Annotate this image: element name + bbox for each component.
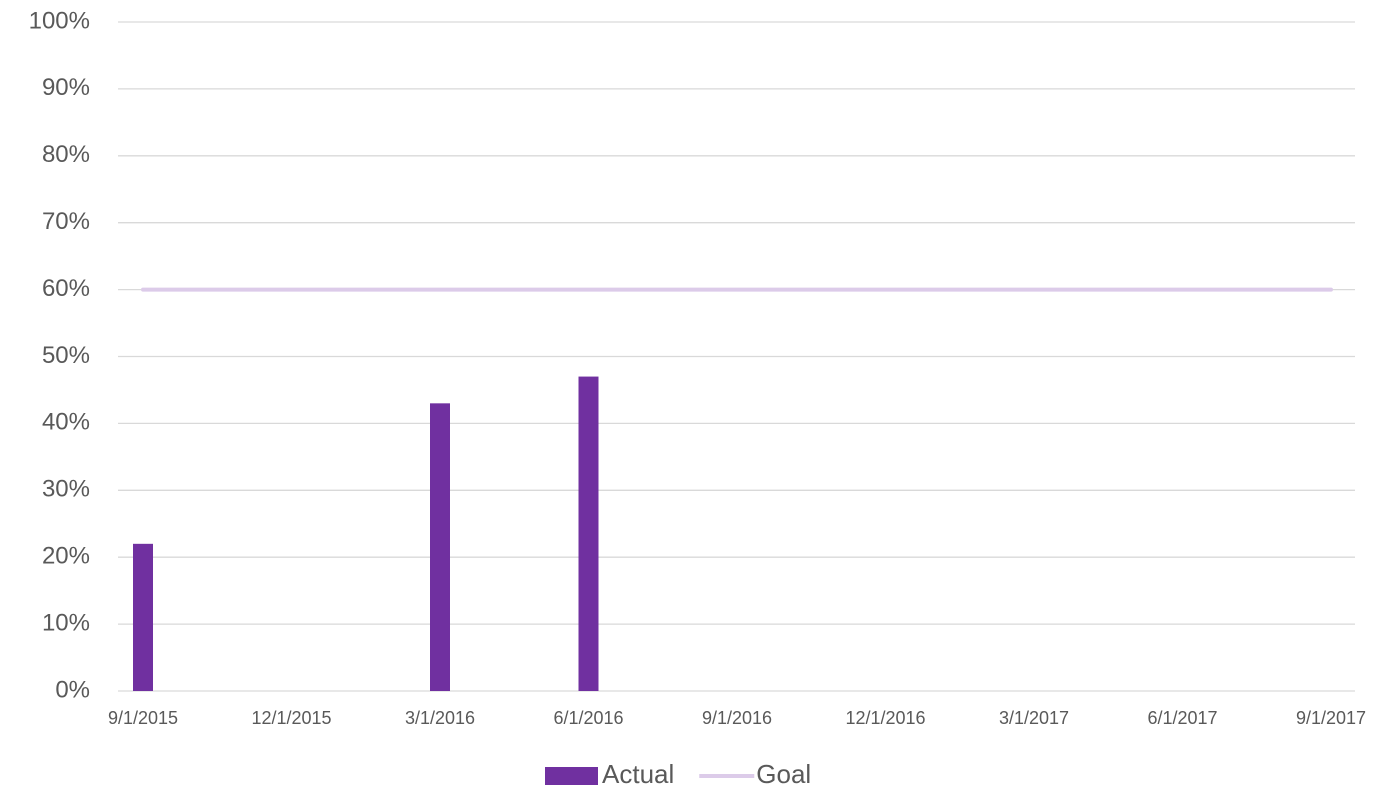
y-tick-label: 90% xyxy=(42,74,90,101)
x-tick-label: 6/1/2016 xyxy=(553,708,623,728)
legend-label: Goal xyxy=(756,759,811,789)
y-tick-label: 100% xyxy=(29,7,90,34)
bar xyxy=(578,376,599,691)
x-tick-label: 12/1/2016 xyxy=(845,708,925,728)
y-tick-label: 80% xyxy=(42,141,90,168)
y-tick-label: 10% xyxy=(42,609,90,636)
y-tick-label: 30% xyxy=(42,476,90,503)
x-tick-label: 9/1/2017 xyxy=(1296,708,1366,728)
y-tick-label: 70% xyxy=(42,208,90,235)
y-tick-label: 20% xyxy=(42,543,90,570)
x-tick-label: 3/1/2017 xyxy=(999,708,1069,728)
legend-label: Actual xyxy=(602,759,674,789)
legend-swatch xyxy=(545,767,598,785)
y-tick-label: 60% xyxy=(42,275,90,302)
bar xyxy=(430,403,450,691)
x-tick-label: 9/1/2015 xyxy=(108,708,178,728)
x-tick-label: 9/1/2016 xyxy=(702,708,772,728)
y-tick-label: 40% xyxy=(42,409,90,436)
bar xyxy=(133,543,153,691)
x-tick-label: 6/1/2017 xyxy=(1147,708,1217,728)
y-tick-label: 50% xyxy=(42,342,90,369)
x-tick-label: 12/1/2015 xyxy=(251,708,331,728)
y-tick-label: 0% xyxy=(55,676,90,703)
x-tick-label: 3/1/2016 xyxy=(405,708,475,728)
